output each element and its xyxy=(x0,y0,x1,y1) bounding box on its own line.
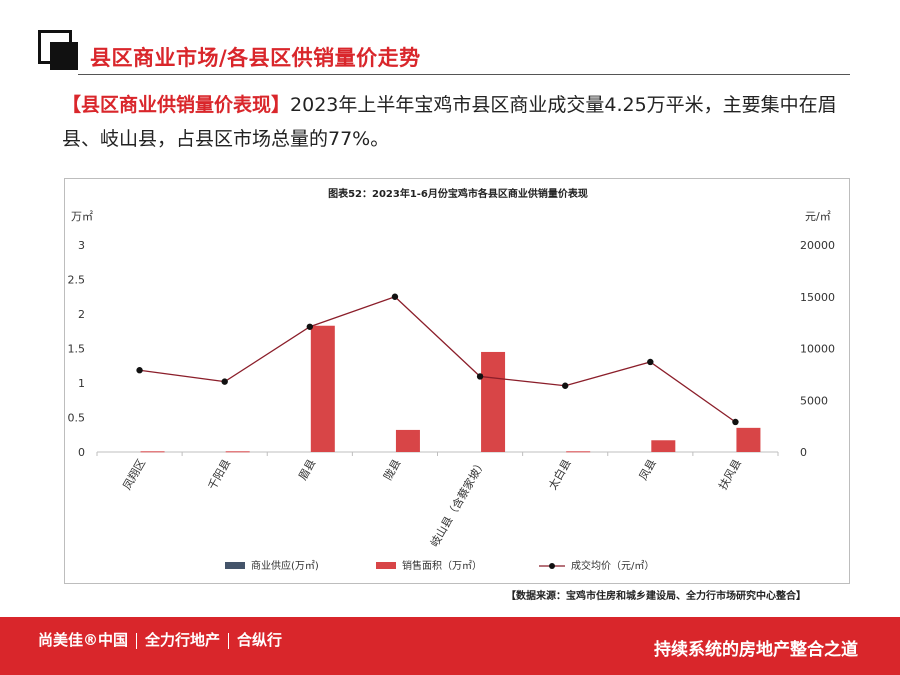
category-label: 太白县 xyxy=(545,457,574,493)
intro-tag: 【县区商业供销量价表现】 xyxy=(62,94,291,116)
left-tick-label: 2 xyxy=(78,308,85,321)
footer-slogan: 持续系统的房地产整合之道 xyxy=(654,640,858,660)
footer-separator xyxy=(136,632,138,649)
sales-bar xyxy=(736,427,761,452)
price-point xyxy=(732,418,739,426)
sales-bar xyxy=(310,325,335,452)
category-label: 扶风县 xyxy=(715,457,744,493)
header-logo-mark xyxy=(38,30,78,70)
right-tick-label: 20000 xyxy=(800,239,835,252)
chart-panel: 图表52：2023年1-6月份宝鸡市各县区商业供销量价表现万㎡ 元/㎡ 0 0.5 1 1… xyxy=(64,178,850,584)
intro-text: 2023年上半年宝鸡市县区商业成交量4.25万平米，主要集中在眉县、岐山县，占县… xyxy=(62,94,837,150)
intro-paragraph: 【县区商业供销量价表现】2023年上半年宝鸡市县区商业成交量4.25万平米，主要… xyxy=(62,88,852,156)
chart-title: 图表52：2023年1-6月份宝鸡市各县区商业供销量价表现 xyxy=(328,187,588,200)
sales-bar xyxy=(481,351,506,452)
footer-brand-1: 尚美佳®中国 xyxy=(38,631,129,649)
price-point xyxy=(306,323,314,330)
legend-label-supply: 商业供应(万㎡) xyxy=(251,559,319,572)
header-divider xyxy=(78,74,850,75)
sales-bar xyxy=(395,429,420,452)
legend-label-price: 成交均价（元/㎡） xyxy=(571,559,654,572)
data-source-note: 【数据来源：宝鸡市住房和城乡建设局、全力行市场研究中心整合】 xyxy=(506,591,806,602)
category-label: 千阳县 xyxy=(206,457,234,492)
legend-swatch-sales xyxy=(376,562,396,569)
price-line xyxy=(139,296,736,423)
right-tick-label: 10000 xyxy=(800,343,835,356)
legend-label-sales: 销售面积（万㎡） xyxy=(402,559,482,572)
left-tick-label: 0 xyxy=(78,446,85,459)
right-axis-unit-label: 元/㎡ xyxy=(805,210,831,223)
left-axis-unit-label: 万㎡ xyxy=(71,210,93,223)
sales-bar xyxy=(225,451,250,453)
price-point xyxy=(221,378,228,385)
sales-bar xyxy=(140,451,165,453)
footer-brand: 尚美佳®中国 全力行地产 合纵行 xyxy=(38,629,282,650)
price-point xyxy=(476,373,484,380)
legend-swatch-price-point xyxy=(549,563,555,569)
legend-swatch-supply xyxy=(225,562,245,569)
footer-brand-2: 全力行地产 xyxy=(145,631,221,649)
price-point xyxy=(561,382,569,389)
price-point xyxy=(391,293,399,300)
logo-inner-square xyxy=(50,42,78,70)
left-tick-label: 1 xyxy=(78,377,85,390)
sales-bar xyxy=(566,451,591,453)
category-label: 凤县 xyxy=(637,457,659,483)
price-point xyxy=(136,367,143,374)
footer-bar: 尚美佳®中国 全力行地产 合纵行 持续系统的房地产整合之道 xyxy=(0,617,900,675)
left-tick-label: 3 xyxy=(78,239,85,252)
page-title: 县区商业市场/各县区供销量价走势 xyxy=(90,46,421,70)
price-point xyxy=(647,358,654,366)
category-label: 凤翔区 xyxy=(120,457,149,493)
sales-bar xyxy=(651,440,676,452)
right-tick-label: 5000 xyxy=(800,394,828,407)
right-tick-label: 0 xyxy=(800,446,807,459)
left-tick-label: 1.5 xyxy=(68,343,86,356)
left-tick-label: 0.5 xyxy=(68,412,86,425)
footer-brand-3: 合纵行 xyxy=(237,631,283,649)
footer-separator xyxy=(228,632,230,649)
right-tick-label: 15000 xyxy=(800,291,835,304)
left-tick-label: 2.5 xyxy=(68,274,86,287)
category-label: 岐山县（含蔡家坡） xyxy=(427,457,489,550)
category-label: 陇县 xyxy=(380,457,403,483)
category-label: 眉县 xyxy=(296,457,318,483)
